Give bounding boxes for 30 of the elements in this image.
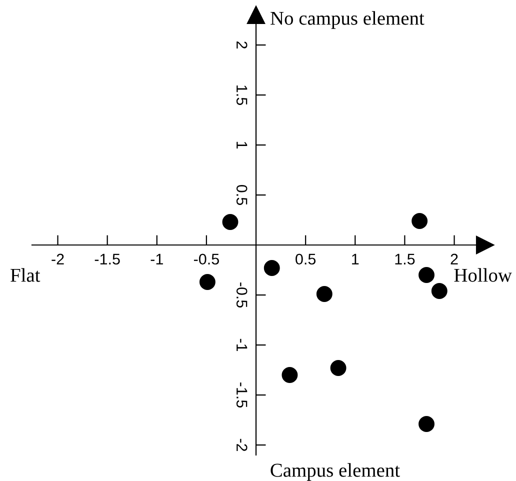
point <box>199 274 216 290</box>
text: Campus element <box>270 463 400 481</box>
x-tick-label: 1 <box>352 254 359 264</box>
x-tick-label: -1 <box>150 254 163 264</box>
x-tick-label: 0.5 <box>296 254 316 265</box>
x-axis-title: Hollow <box>454 268 512 282</box>
point <box>316 286 332 302</box>
point <box>222 214 238 230</box>
y-tick-label: -1 <box>236 338 248 352</box>
point <box>330 360 346 376</box>
x-tick-label: -0.5 <box>194 254 219 265</box>
y-tick-label: 1 <box>236 142 248 149</box>
x-tick-label: 2 <box>450 254 458 264</box>
y-tick-label: -2 <box>236 438 248 452</box>
x-tick-label: 1.5 <box>395 254 415 265</box>
point <box>282 367 298 383</box>
point <box>431 283 448 299</box>
point <box>418 416 434 432</box>
x-tick-label: -2 <box>52 254 64 264</box>
annotation: Flat <box>10 268 40 282</box>
point <box>418 267 434 283</box>
y-tick-label: 2 <box>236 42 248 48</box>
x-tick-label: -1.5 <box>94 254 120 265</box>
point <box>412 213 428 229</box>
y-axis-title: No campus element <box>270 11 424 29</box>
y-tick-label: 1.5 <box>236 86 248 105</box>
y-tick-label: -1.5 <box>236 382 248 408</box>
y-tick-label: 0.5 <box>236 184 248 205</box>
point <box>264 260 280 276</box>
y-tick-label: -0.5 <box>236 282 248 308</box>
